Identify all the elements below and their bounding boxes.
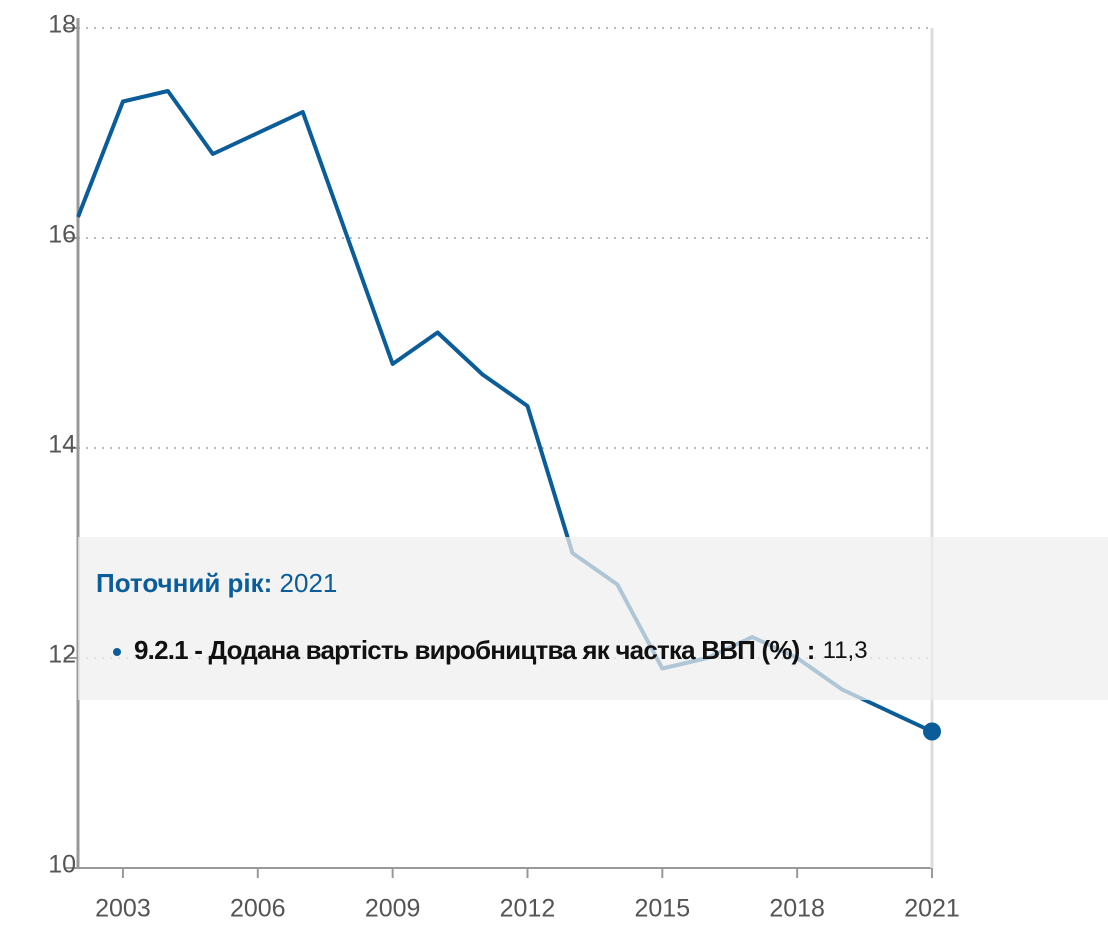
tooltip-background — [78, 537, 1108, 700]
tooltip: Поточний рік: 2021 9.2.1 - Додана вартіст… — [78, 537, 1108, 700]
x-tick-label: 2006 — [230, 895, 286, 923]
tooltip-separator: : — [800, 635, 823, 665]
tooltip-title: Поточний рік: 2021 — [96, 568, 337, 598]
x-tick-label: 2018 — [769, 895, 825, 923]
tooltip-series-name: 9.2.1 - Додана вартість виробництва як ч… — [134, 635, 800, 665]
tooltip-bullet — [113, 648, 121, 656]
tooltip-line: 9.2.1 - Додана вартість виробництва як ч… — [134, 635, 868, 665]
x-tick-label: 2021 — [904, 895, 960, 923]
y-tick-label: 18 — [48, 11, 76, 39]
hover-point — [923, 722, 941, 741]
tooltip-label: Поточний рік: — [96, 568, 272, 598]
y-tick-label: 16 — [48, 221, 76, 249]
x-tick-label: 2015 — [635, 895, 691, 923]
x-tick-label: 2012 — [500, 895, 556, 923]
tooltip-year: 2021 — [280, 568, 338, 598]
x-tick-label: 2003 — [95, 895, 151, 923]
y-tick-label: 12 — [48, 641, 76, 669]
x-tick-label: 2009 — [365, 895, 421, 923]
tooltip-value: 11,3 — [823, 637, 868, 664]
y-tick-label: 10 — [48, 851, 76, 879]
y-tick-label: 14 — [48, 431, 76, 459]
